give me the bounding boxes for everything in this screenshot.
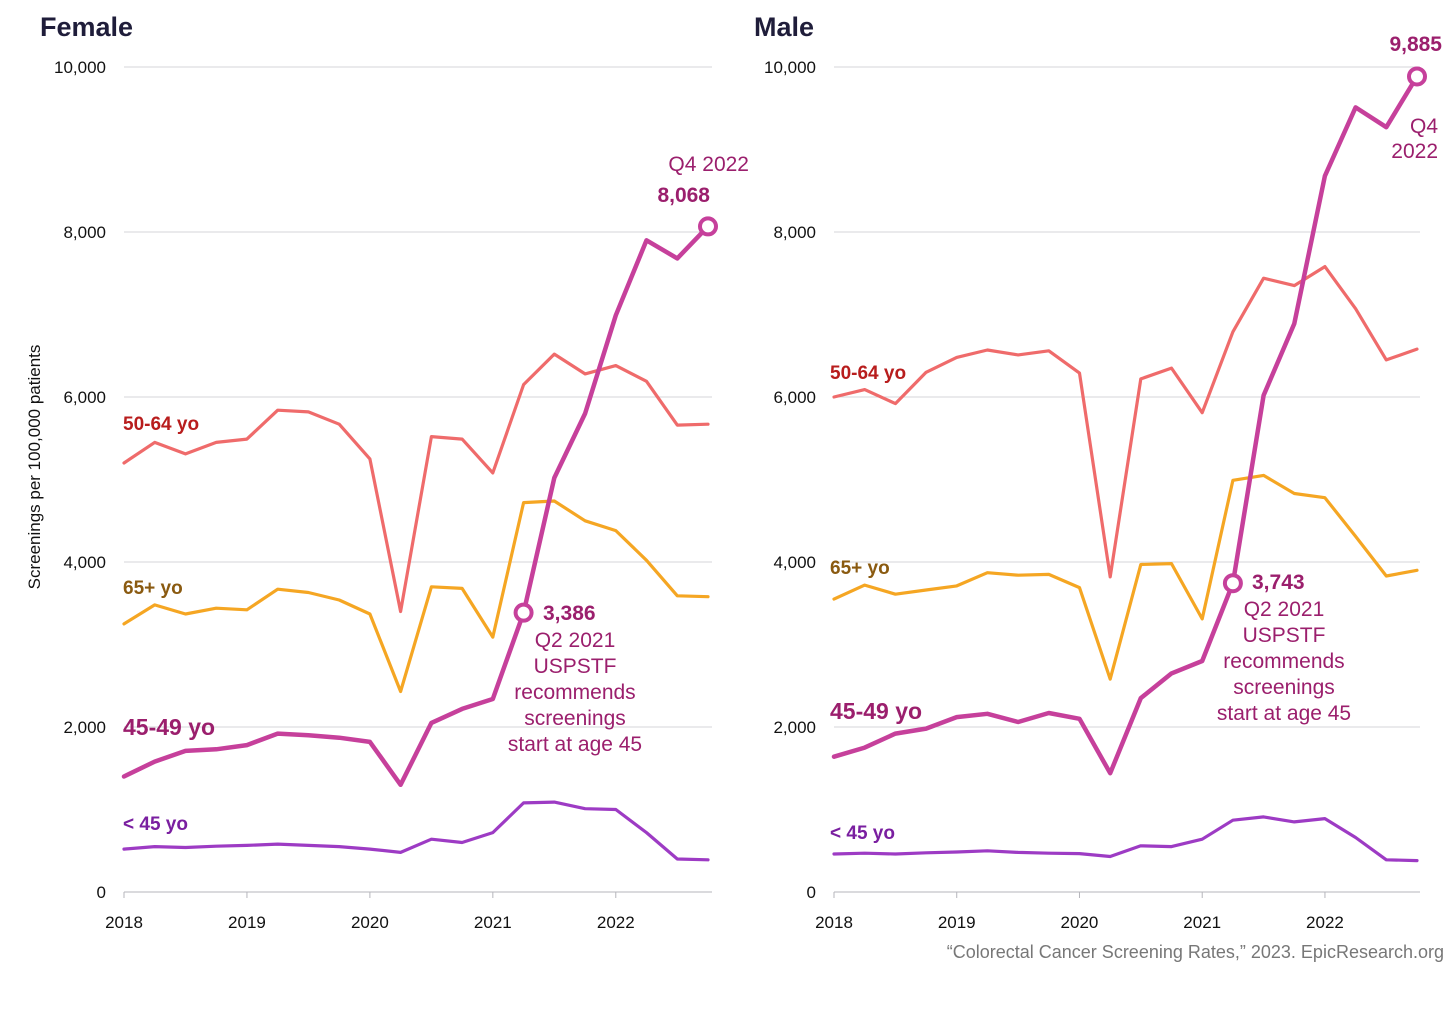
panel-title: Female bbox=[40, 12, 133, 42]
y-tick-label: 8,000 bbox=[773, 223, 816, 242]
series-line bbox=[831, 74, 1420, 776]
series-line bbox=[122, 800, 710, 862]
series-label: 50-64 yo bbox=[830, 363, 906, 384]
series-line bbox=[832, 473, 1419, 681]
annotation-text: Q2 2021 bbox=[1244, 598, 1325, 621]
annotation-text: start at age 45 bbox=[508, 733, 642, 756]
annotation-marker bbox=[1222, 573, 1243, 594]
x-tick-label: 2019 bbox=[938, 913, 976, 932]
x-tick-label: 2021 bbox=[474, 913, 512, 932]
annotation-text: recommends bbox=[514, 681, 635, 704]
x-tick-label: 2018 bbox=[105, 913, 143, 932]
source-citation: “Colorectal Cancer Screening Rates,” 202… bbox=[947, 942, 1444, 962]
annotation-text: recommends bbox=[1223, 650, 1344, 673]
annotation-marker bbox=[513, 602, 534, 623]
y-tick-label: 10,000 bbox=[54, 58, 106, 77]
y-tick-label: 4,000 bbox=[63, 553, 106, 572]
series-line bbox=[832, 265, 1419, 579]
annotation-text: USPSTF bbox=[534, 655, 617, 678]
annotation-text: start at age 45 bbox=[1217, 702, 1351, 725]
annotation-text: Q4 2022 bbox=[668, 153, 749, 176]
y-tick-label: 2,000 bbox=[63, 718, 106, 737]
annotation-value: 9,885 bbox=[1389, 33, 1442, 56]
y-tick-label: 2,000 bbox=[773, 718, 816, 737]
series-label: 50-64 yo bbox=[123, 414, 199, 435]
annotation-marker bbox=[1407, 66, 1427, 87]
annotation-text: screenings bbox=[1233, 676, 1335, 699]
annotation-value: 3,386 bbox=[543, 602, 596, 625]
x-tick-label: 2019 bbox=[228, 913, 266, 932]
x-tick-label: 2022 bbox=[597, 913, 635, 932]
series-line bbox=[122, 499, 710, 694]
panel-title: Male bbox=[754, 12, 814, 42]
y-tick-label: 6,000 bbox=[773, 388, 816, 407]
annotation-text: screenings bbox=[524, 707, 626, 730]
x-tick-label: 2021 bbox=[1183, 913, 1221, 932]
series-label: 65+ yo bbox=[123, 578, 183, 599]
y-tick-label: 6,000 bbox=[63, 388, 106, 407]
x-tick-label: 2020 bbox=[351, 913, 389, 932]
annotation-text: USPSTF bbox=[1243, 624, 1326, 647]
annotation-value: 8,068 bbox=[657, 184, 710, 207]
series-label: 65+ yo bbox=[830, 558, 890, 579]
y-tick-label: 0 bbox=[97, 883, 106, 902]
x-tick-label: 2022 bbox=[1306, 913, 1344, 932]
annotation-text: 2022 bbox=[1391, 140, 1438, 163]
y-tick-label: 8,000 bbox=[63, 223, 106, 242]
y-tick-label: 4,000 bbox=[773, 553, 816, 572]
series-label: < 45 yo bbox=[830, 823, 895, 844]
y-tick-label: 0 bbox=[807, 883, 816, 902]
y-tick-label: 10,000 bbox=[764, 58, 816, 77]
series-line bbox=[121, 224, 711, 788]
y-axis-label: Screenings per 100,000 patients bbox=[25, 345, 44, 590]
series-line bbox=[122, 352, 710, 614]
annotation-text: Q2 2021 bbox=[535, 629, 616, 652]
annotation-marker bbox=[698, 216, 718, 237]
series-label: < 45 yo bbox=[123, 814, 188, 835]
series-label: 45-49 yo bbox=[830, 698, 922, 724]
x-tick-label: 2018 bbox=[815, 913, 853, 932]
series-label: 45-49 yo bbox=[123, 714, 215, 740]
x-tick-label: 2020 bbox=[1061, 913, 1099, 932]
annotation-value: 3,743 bbox=[1252, 571, 1305, 594]
series-line bbox=[832, 815, 1419, 863]
annotation-text: Q4 bbox=[1410, 115, 1438, 138]
